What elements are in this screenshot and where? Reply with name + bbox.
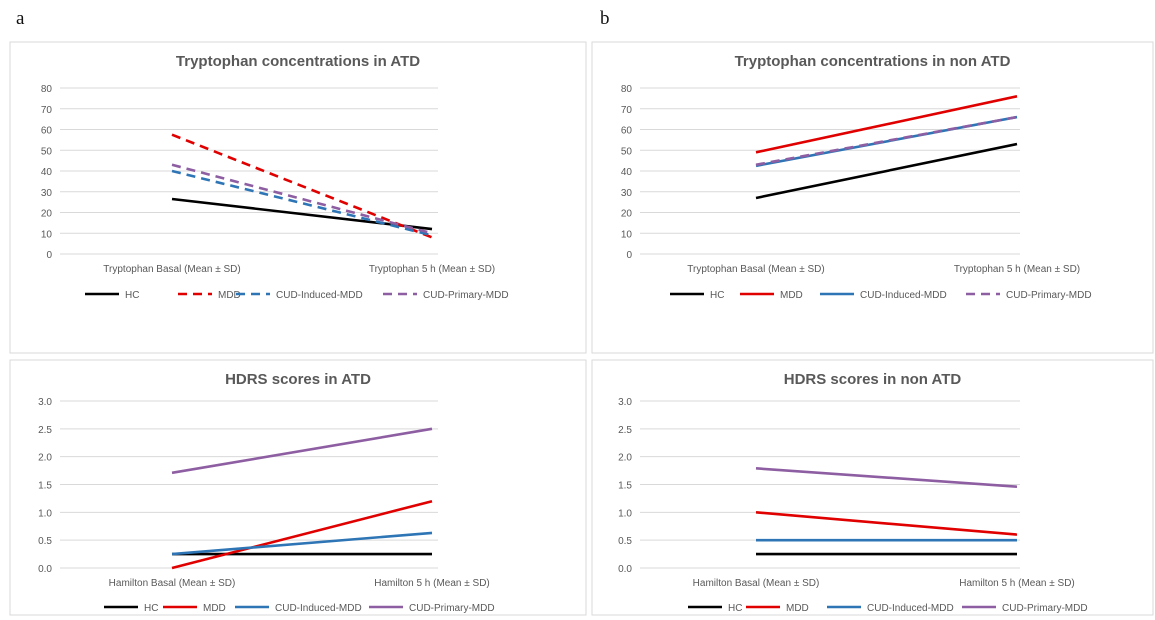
- x-tick-label: Tryptophan Basal (Mean ± SD): [687, 264, 824, 275]
- y-tick-label: 0.0: [618, 564, 632, 575]
- legend-label: CUD-Induced-MDD: [275, 603, 362, 614]
- legend-label: HC: [728, 603, 742, 614]
- series-line-cud-induced-mdd: [171, 531, 433, 556]
- y-tick-label: 0.5: [38, 536, 52, 547]
- series-line-cud-induced-mdd: [755, 115, 1018, 168]
- chart-border: [591, 359, 1154, 616]
- x-tick-label: Tryptophan 5 h (Mean ± SD): [369, 264, 495, 275]
- chart-border: [591, 41, 1154, 354]
- chart-title: Tryptophan concentrations in non ATD: [735, 53, 1011, 70]
- y-tick-label: 10: [41, 229, 53, 240]
- y-tick-label: 3.0: [618, 397, 632, 408]
- y-tick-label: 2.0: [38, 453, 52, 464]
- chart-1: Tryptophan concentrations in non ATD 0 10 2…: [591, 41, 1154, 354]
- chart-title: Tryptophan concentrations in ATD: [176, 53, 420, 70]
- chart-2: HDRS scores in ATD 0.0 0.5 1.0 1.5 2.0 2.5 3.0 H…: [9, 359, 587, 616]
- chart-title: HDRS scores in ATD: [225, 371, 371, 388]
- y-tick-label: 2.5: [38, 425, 52, 436]
- chart-3: HDRS scores in non ATD 0.0 0.5 1.0 1.5 2.0 2.5…: [591, 359, 1154, 616]
- series-line-mdd: [171, 133, 433, 239]
- legend-label: HC: [144, 603, 158, 614]
- legend-label: CUD-Induced-MDD: [860, 290, 947, 301]
- x-tick-label: Hamilton 5 h (Mean ± SD): [959, 578, 1075, 589]
- y-tick-label: 1.0: [38, 508, 52, 519]
- y-tick-label: 60: [621, 126, 633, 137]
- y-tick-label: 70: [41, 105, 53, 116]
- legend-label: HC: [710, 290, 724, 301]
- y-tick-label: 0: [46, 250, 52, 261]
- panel-letter-a: a: [16, 8, 25, 29]
- chart-border: [9, 359, 587, 616]
- legend-label: CUD-Primary-MDD: [1002, 603, 1088, 614]
- y-tick-label: 2.0: [618, 453, 632, 464]
- legend-label: CUD-Primary-MDD: [423, 290, 509, 301]
- legend-label: CUD-Primary-MDD: [409, 603, 495, 614]
- y-tick-label: 80: [621, 84, 633, 95]
- y-tick-label: 20: [41, 209, 53, 220]
- y-tick-label: 3.0: [38, 397, 52, 408]
- y-tick-label: 0: [626, 250, 632, 261]
- y-tick-label: 1.0: [618, 508, 632, 519]
- x-tick-label: Tryptophan 5 h (Mean ± SD): [954, 264, 1080, 275]
- y-tick-label: 0.5: [618, 536, 632, 547]
- legend-label: MDD: [203, 603, 226, 614]
- y-tick-label: 0.0: [38, 564, 52, 575]
- series-line-mdd: [755, 511, 1018, 536]
- y-tick-label: 40: [41, 167, 53, 178]
- y-tick-label: 10: [621, 229, 633, 240]
- y-tick-label: 80: [41, 84, 53, 95]
- legend-label: MDD: [780, 290, 803, 301]
- legend-label: MDD: [786, 603, 809, 614]
- y-tick-label: 2.5: [618, 425, 632, 436]
- y-tick-label: 40: [621, 167, 633, 178]
- series-line-hc: [171, 197, 433, 231]
- y-tick-label: 50: [41, 146, 53, 157]
- y-tick-label: 30: [621, 188, 633, 199]
- legend-label: CUD-Induced-MDD: [276, 290, 363, 301]
- legend-label: HC: [125, 290, 139, 301]
- series-line-hc: [755, 142, 1018, 200]
- chart-border: [9, 41, 587, 354]
- x-tick-label: Hamilton Basal (Mean ± SD): [109, 578, 236, 589]
- y-tick-label: 1.5: [38, 481, 52, 492]
- x-tick-label: Tryptophan Basal (Mean ± SD): [103, 264, 240, 275]
- y-tick-label: 60: [41, 126, 53, 137]
- legend-label: CUD-Primary-MDD: [1006, 290, 1092, 301]
- panel-letter-b: b: [600, 8, 610, 29]
- series-line-cud-primary-mdd: [171, 427, 433, 475]
- series-line-mdd: [171, 499, 433, 570]
- legend-label: CUD-Induced-MDD: [867, 603, 954, 614]
- y-tick-label: 20: [621, 209, 633, 220]
- chart-0: Tryptophan concentrations in ATD 0 10 20 30 4…: [9, 41, 587, 354]
- series-line-mdd: [755, 95, 1018, 154]
- y-tick-label: 1.5: [618, 481, 632, 492]
- y-tick-label: 30: [41, 188, 53, 199]
- x-tick-label: Hamilton Basal (Mean ± SD): [693, 578, 820, 589]
- series-line-cud-primary-mdd: [755, 467, 1018, 489]
- y-tick-label: 50: [621, 146, 633, 157]
- x-tick-label: Hamilton 5 h (Mean ± SD): [374, 578, 490, 589]
- y-tick-label: 70: [621, 105, 633, 116]
- legend-label: MDD: [218, 290, 241, 301]
- chart-title: HDRS scores in non ATD: [784, 371, 962, 388]
